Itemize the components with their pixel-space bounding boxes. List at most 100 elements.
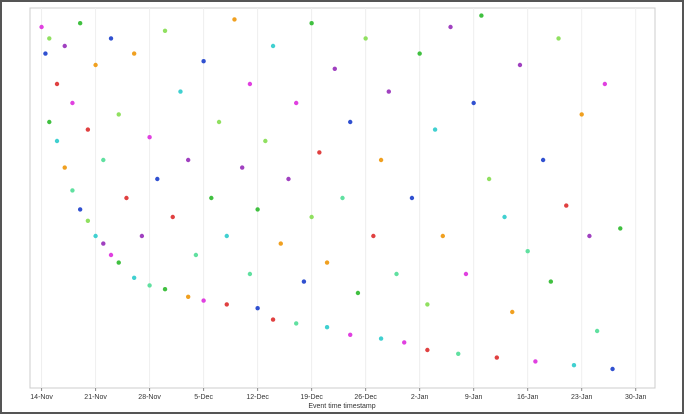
point	[332, 66, 337, 72]
point	[363, 36, 368, 41]
point	[417, 51, 422, 56]
x-tick-label: 5-Dec	[194, 394, 213, 401]
point	[525, 249, 530, 254]
point	[425, 302, 430, 307]
point	[270, 43, 276, 49]
point	[85, 218, 91, 223]
point	[324, 260, 330, 265]
point	[209, 195, 214, 201]
point	[131, 51, 137, 56]
x-tick-label: 30-Jan	[625, 394, 647, 401]
point	[571, 363, 577, 368]
point	[463, 271, 469, 277]
point	[185, 157, 191, 163]
point	[232, 17, 237, 22]
x-tick-label: 9-Jan	[465, 394, 483, 401]
point	[201, 298, 206, 303]
point	[224, 233, 229, 239]
point	[340, 195, 345, 201]
point	[456, 351, 461, 356]
point	[247, 271, 253, 277]
point	[93, 233, 98, 239]
point	[70, 100, 75, 106]
point	[101, 157, 106, 163]
x-tick-label: 23-Jan	[571, 394, 593, 401]
point	[324, 325, 330, 330]
point	[378, 157, 384, 163]
point	[77, 207, 83, 212]
point	[402, 340, 407, 345]
point	[239, 165, 245, 170]
point	[564, 203, 569, 208]
point	[494, 355, 500, 360]
point	[47, 119, 52, 125]
point	[278, 241, 283, 246]
point	[54, 81, 60, 87]
point	[131, 275, 137, 280]
point	[224, 302, 229, 307]
point	[471, 100, 476, 106]
point	[594, 328, 600, 334]
point	[193, 252, 199, 258]
point	[448, 24, 453, 30]
point	[247, 81, 253, 87]
point	[155, 176, 160, 182]
point	[139, 233, 145, 239]
x-tick-label: 19-Dec	[300, 394, 323, 401]
point	[502, 214, 507, 220]
point	[394, 271, 399, 277]
point	[116, 112, 121, 117]
point	[432, 127, 438, 132]
point	[255, 306, 260, 311]
point	[39, 24, 44, 30]
point	[178, 89, 183, 94]
point	[147, 135, 152, 140]
point	[162, 28, 168, 33]
point	[610, 366, 615, 372]
x-tick-label: 12-Dec	[246, 394, 269, 401]
point	[301, 279, 307, 284]
point	[47, 36, 52, 41]
x-tick-label: 16-Jan	[517, 394, 539, 401]
point	[618, 226, 623, 231]
point	[85, 127, 91, 132]
point	[579, 112, 584, 117]
point	[54, 138, 60, 144]
point	[62, 43, 67, 49]
point	[309, 214, 314, 220]
point	[348, 119, 353, 125]
point	[270, 317, 276, 322]
point	[216, 119, 222, 125]
x-tick-label: 2-Jan	[411, 394, 429, 401]
point	[540, 157, 546, 163]
point	[93, 62, 98, 68]
point	[517, 62, 523, 68]
point	[108, 36, 114, 41]
point	[371, 233, 376, 239]
point	[479, 13, 484, 18]
point	[378, 336, 384, 341]
point	[124, 195, 129, 201]
point	[486, 176, 492, 182]
point	[43, 51, 48, 56]
point	[510, 309, 515, 315]
point	[440, 233, 446, 239]
point	[348, 332, 353, 337]
point	[556, 36, 561, 41]
point	[62, 165, 67, 170]
point	[147, 283, 152, 288]
point	[70, 188, 75, 193]
point	[355, 290, 361, 296]
point	[533, 359, 538, 364]
point	[170, 214, 175, 220]
point	[317, 150, 322, 155]
x-tick-label: 28-Nov	[138, 394, 161, 401]
point	[409, 195, 415, 201]
point	[294, 100, 299, 106]
x-tick-label: 14-Nov	[30, 394, 53, 401]
point	[294, 321, 299, 326]
point	[116, 260, 121, 265]
x-tick-label: 26-Dec	[354, 394, 377, 401]
point	[77, 21, 83, 26]
